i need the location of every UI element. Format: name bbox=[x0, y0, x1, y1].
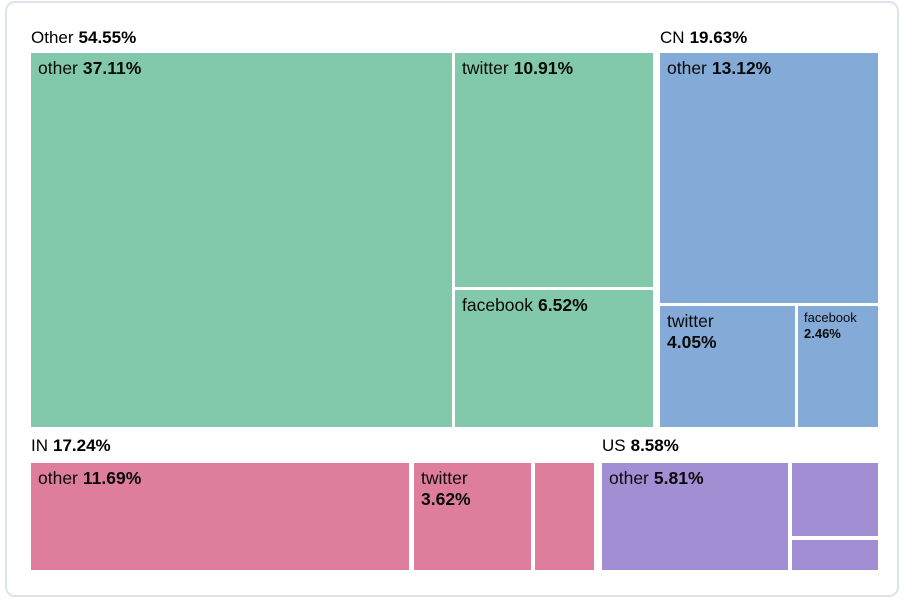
cell-label-name: twitter bbox=[421, 468, 468, 488]
treemap-cell-in-twitter[interactable]: twitter 3.62% bbox=[414, 463, 531, 570]
group-name: IN bbox=[31, 436, 48, 455]
cell-label-name: other bbox=[38, 468, 78, 488]
treemap-cell-us-other[interactable]: other 5.81% bbox=[602, 463, 788, 570]
group-name: US bbox=[602, 436, 626, 455]
treemap-cell-cn-twitter[interactable]: twitter 4.05% bbox=[660, 306, 795, 427]
cell-label-name: facebook bbox=[804, 310, 857, 325]
group-name: Other bbox=[31, 28, 74, 47]
group-value: 19.63% bbox=[689, 28, 748, 47]
treemap-cell-us-unlabeled-1[interactable] bbox=[792, 463, 878, 536]
cell-label-name: other bbox=[609, 468, 649, 488]
group-header-in: IN 17.24% bbox=[31, 436, 111, 456]
cell-label-name: twitter bbox=[667, 311, 714, 331]
treemap-cell-in-unlabeled[interactable] bbox=[535, 463, 594, 570]
cell-label-value: 37.11% bbox=[82, 58, 142, 78]
cell-label-value: 10.91% bbox=[513, 58, 574, 78]
treemap-cell-cn-other[interactable]: other 13.12% bbox=[660, 53, 878, 303]
cell-label-value: 6.52% bbox=[538, 295, 588, 315]
group-header-cn: CN 19.63% bbox=[660, 28, 748, 48]
group-value: 54.55% bbox=[78, 28, 137, 47]
cell-label-value: 5.81% bbox=[653, 468, 704, 488]
group-value: 17.24% bbox=[53, 436, 111, 455]
cell-label-name: other bbox=[667, 58, 707, 78]
cell-label-name: twitter bbox=[462, 58, 509, 78]
group-value: 8.58% bbox=[630, 436, 679, 455]
cell-label-value: 4.05% bbox=[667, 332, 717, 352]
group-name: CN bbox=[660, 28, 685, 47]
treemap-cell-cn-facebook[interactable]: facebook 2.46% bbox=[798, 306, 878, 427]
group-header-us: US 8.58% bbox=[602, 436, 679, 456]
treemap-cell-in-other[interactable]: other 11.69% bbox=[31, 463, 409, 570]
cell-label-name: facebook bbox=[462, 295, 534, 315]
treemap-cell-other-facebook[interactable]: facebook 6.52% bbox=[455, 290, 653, 427]
cell-label-value: 2.46% bbox=[804, 326, 841, 342]
cell-label-name: other bbox=[38, 58, 78, 78]
cell-label-value: 3.62% bbox=[421, 489, 471, 509]
treemap-cell-us-unlabeled-2[interactable] bbox=[792, 540, 878, 570]
cell-label-value: 13.12% bbox=[711, 58, 772, 78]
cell-label-value: 11.69% bbox=[82, 468, 142, 488]
group-header-other: Other 54.55% bbox=[31, 28, 137, 48]
treemap-cell-other-twitter[interactable]: twitter 10.91% bbox=[455, 53, 653, 287]
treemap-cell-other-other[interactable]: other 37.11% bbox=[31, 53, 452, 427]
